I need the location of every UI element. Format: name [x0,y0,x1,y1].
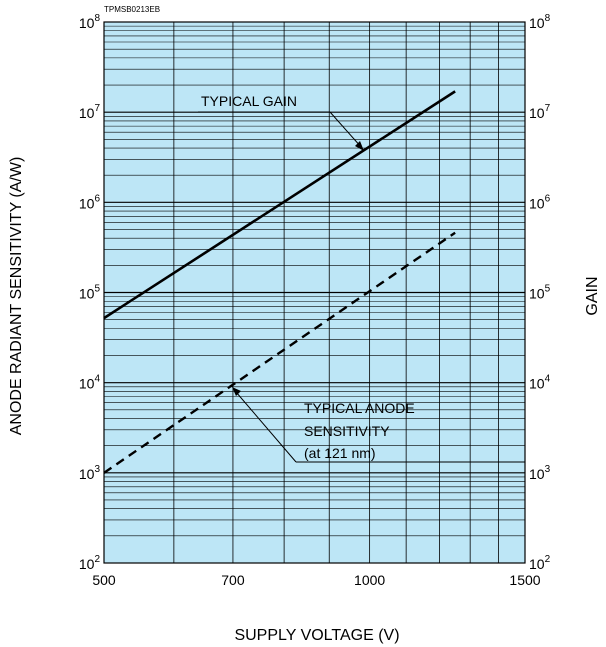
y-tick-label-right: 103 [529,464,551,482]
x-tick-label: 1000 [354,572,385,588]
anode-label-line1: TYPICAL ANODE [304,400,415,416]
anode-sensitivity-series-line [103,231,456,474]
x-tick-label: 700 [221,572,245,588]
anode-leader-line [235,391,297,463]
y-tick-label-right: 108 [529,13,551,31]
plot-frame [103,21,526,564]
y-tick-label-left: 107 [79,103,101,121]
x-tick-label: 500 [92,572,116,588]
y-tick-label-right: 104 [529,374,551,392]
anode-label-line2: SENSITIVITY [304,423,390,439]
anode-arrowhead [232,387,241,396]
gain-label: TYPICAL GAIN [201,93,297,109]
series-layer [103,90,456,474]
y-tick-label-left: 106 [79,193,101,211]
y-tick-label-left: 103 [79,464,101,482]
gain-leader-line [329,111,363,149]
y-tick-label-right: 105 [529,284,551,302]
y-tick-label-right: 102 [529,554,551,572]
x-axis-title: SUPPLY VOLTAGE (V) [234,627,399,644]
y-tick-label-left: 105 [79,284,101,302]
anode-label-line3: (at 121 nm) [304,445,376,461]
y-tick-label-right: 107 [529,103,551,121]
y-axis-title-left: ANODE RADIANT SENSITIVITY (A/W) [8,157,25,436]
y-tick-label-left: 102 [79,554,101,572]
figure-code: TPMSB0213EB [104,5,160,14]
gain-series-line [103,90,456,320]
gain-arrowhead [355,141,364,151]
x-tick-label: 1500 [509,572,540,588]
y-tick-label-left: 108 [79,13,101,31]
y-axis-title-right: GAIN [584,276,601,315]
anode-annotation: TYPICAL ANODE SENSITIVITY (at 121 nm) [232,387,525,463]
y-tick-label-right: 106 [529,193,551,211]
y-tick-label-left: 104 [79,374,101,392]
gain-annotation: TYPICAL GAIN [198,93,364,151]
